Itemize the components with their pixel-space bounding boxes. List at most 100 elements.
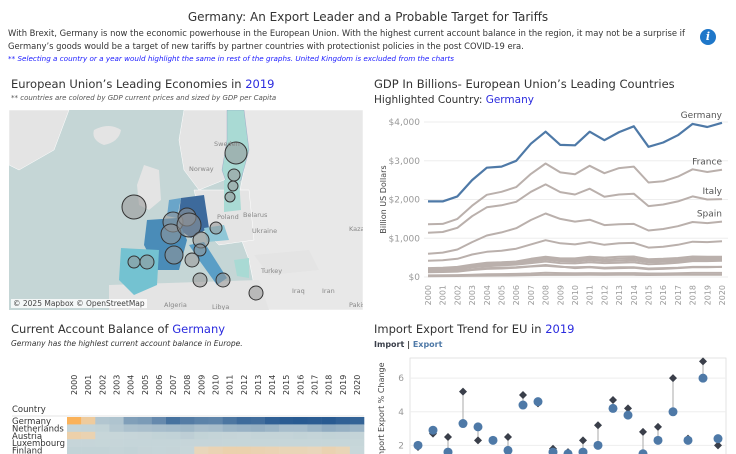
heat-cell: [321, 439, 337, 447]
series-label: Spain: [697, 210, 722, 220]
eu-map[interactable]: Sweden Norway Poland Belarus Ukraine Tur…: [9, 110, 363, 310]
heat-cell: [349, 439, 365, 447]
heat-cell: [250, 417, 266, 425]
map-label-iran: Iran: [322, 287, 335, 295]
column-header: 2005: [141, 375, 150, 395]
map-label-poland: Poland: [217, 213, 239, 221]
export-marker: [548, 447, 558, 454]
heat-cell: [293, 439, 308, 447]
heat-cell: [123, 424, 139, 433]
column-header: 2007: [169, 375, 178, 395]
y-tick-label: 4: [398, 408, 404, 418]
heat-cell: [250, 424, 266, 433]
heat-cell: [335, 417, 351, 425]
heat-cell: [265, 417, 280, 425]
info-icon[interactable]: i: [700, 29, 716, 45]
map-label-kaza: Kaza: [349, 225, 363, 233]
map-label-belarus: Belarus: [243, 211, 268, 219]
heat-cell: [279, 439, 294, 447]
row-label: Austria: [12, 432, 42, 442]
column-header: 2010: [212, 375, 221, 395]
ie-title-year[interactable]: 2019: [545, 322, 575, 336]
x-tick-label: 2001: [439, 285, 448, 305]
heat-cell: [166, 446, 181, 454]
heat-cell: [151, 417, 167, 425]
ie-title-text: Import Export Trend for EU in: [374, 322, 546, 336]
map-label-libya: Libya: [212, 303, 230, 310]
row-label: Netherlands: [12, 424, 64, 434]
map-credit[interactable]: © 2025 Mapbox © OpenStreetMap: [11, 299, 147, 308]
gdp-subtitle-text: Highlighted Country:: [374, 94, 486, 106]
y-tick-label: $1,000: [389, 234, 421, 244]
y-tick-label: $4,000: [389, 118, 421, 128]
heat-cell: [95, 446, 110, 454]
column-header: 2018: [325, 375, 334, 395]
heat-cell: [293, 417, 308, 425]
heat-title: Current Account Balance of Germany: [11, 322, 225, 336]
export-marker: [593, 440, 603, 450]
row-header-label: Country: [12, 405, 46, 415]
heat-cell: [349, 446, 365, 454]
dashboard-title: Germany: An Export Leader and a Probable…: [187, 10, 549, 24]
column-header: 2017: [311, 375, 320, 395]
heat-cell: [208, 446, 223, 454]
heat-cell: [335, 446, 351, 454]
column-header: 2003: [113, 375, 122, 395]
x-tick-label: 2010: [571, 285, 580, 305]
heat-cell: [307, 424, 322, 433]
heat-cell: [208, 417, 223, 425]
export-marker: [413, 440, 423, 450]
current-account-heatmap[interactable]: 2000 2001 2002 2003 2004 2005 2006 2007 2008 2009…: [0, 360, 370, 454]
heat-cell: [123, 439, 139, 447]
heat-cell: [81, 439, 96, 447]
y-tick-label: $0: [409, 273, 421, 283]
heat-cell: [95, 417, 110, 425]
heat-cell: [151, 439, 167, 447]
export-marker: [668, 407, 678, 417]
import-marker: [609, 396, 617, 404]
heat-cell: [250, 431, 266, 440]
x-tick-label: 2007: [527, 285, 536, 305]
map-title: European Union’s Leading Economies in 20…: [11, 77, 275, 91]
legend-import[interactable]: Import: [374, 340, 405, 349]
column-header: 2014: [268, 375, 277, 395]
import-marker: [474, 436, 482, 445]
import-marker: [444, 432, 452, 441]
legend-export[interactable]: Export: [412, 340, 443, 349]
heat-cell: [307, 439, 322, 447]
heat-cell: [81, 431, 96, 440]
import-marker: [669, 374, 677, 383]
column-header: 2009: [197, 375, 206, 395]
heat-cell: [180, 439, 195, 447]
heat-cell: [349, 424, 365, 433]
map-label-pakista: Pakista: [349, 301, 363, 309]
row-label: Finland: [12, 447, 42, 454]
column-header: 2016: [296, 375, 305, 395]
heat-cell: [349, 431, 365, 440]
column-header: 2001: [84, 375, 93, 395]
import-marker: [594, 421, 602, 430]
gdp-subtitle-country[interactable]: Germany: [485, 94, 534, 106]
heat-cell: [236, 424, 252, 433]
heat-cell: [166, 431, 181, 440]
heat-cell: [137, 424, 153, 433]
heat-cell: [180, 446, 195, 454]
import-marker: [654, 422, 662, 431]
import-marker: [579, 436, 587, 445]
x-tick-label: 2015: [645, 285, 654, 305]
heat-cell: [236, 417, 252, 425]
export-marker: [533, 397, 543, 407]
gdp-line-chart[interactable]: $0 $1,000 $2,000 $3,000 $4,000 Billion US Dol…: [370, 110, 736, 310]
import-marker: [714, 441, 722, 450]
heat-title-country[interactable]: Germany: [172, 322, 226, 336]
heat-cell: [67, 446, 82, 454]
x-tick-label: 2003: [468, 285, 477, 305]
heat-cell: [123, 417, 139, 425]
heat-subtitle: Germany has the highlest current account…: [11, 339, 243, 348]
export-marker: [473, 422, 483, 432]
heat-cell: [208, 439, 223, 447]
map-title-year[interactable]: 2019: [245, 77, 275, 91]
heat-cell: [109, 417, 124, 425]
import-export-chart[interactable]: 2 4 6 Import Export % Change: [370, 355, 736, 454]
export-marker: [683, 435, 693, 445]
